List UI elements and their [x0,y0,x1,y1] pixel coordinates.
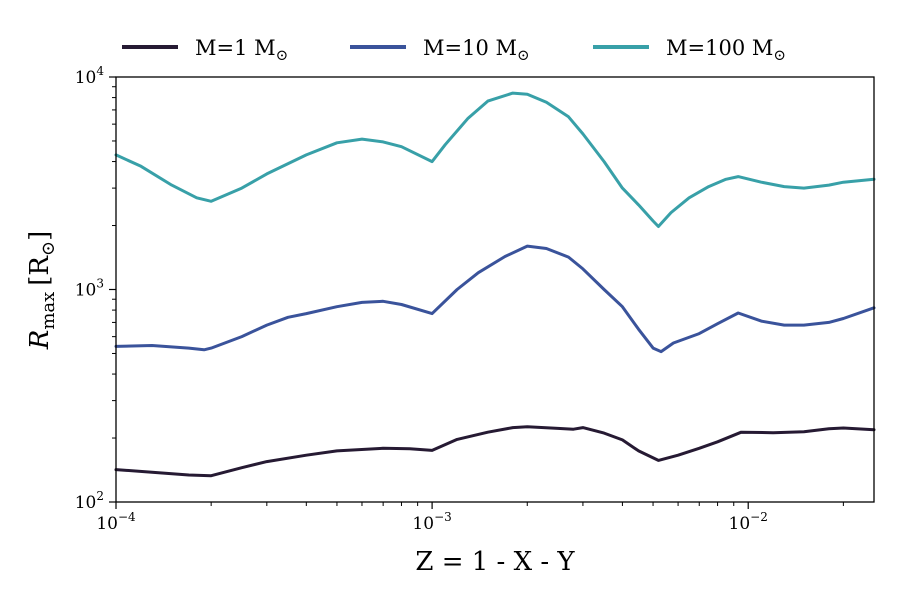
legend-entry-m1: M=1 M⊙ [122,36,288,64]
series-layer [114,91,876,478]
legend: M=1 M⊙ M=10 M⊙ M=100 M⊙ [122,36,786,64]
legend-label-m10: M=10 M⊙ [423,36,530,64]
legend-entry-m100: M=100 M⊙ [593,36,786,64]
y-tick-label: 104 [75,64,105,88]
legend-label-m1: M=1 M⊙ [195,36,288,64]
series-line-m10 [114,244,876,354]
x-tick-label: 10−4 [96,510,136,534]
x-tick-label: 10−3 [412,510,451,534]
legend-entry-m10: M=10 M⊙ [350,36,530,64]
y-tick-label: 102 [75,489,104,513]
plot-frame [115,76,875,503]
y-axis-label: Rmax[R⊙] [25,231,59,351]
legend-label-m100: M=100 M⊙ [666,36,786,64]
x-tick-label: 10−2 [729,510,768,534]
x-axis-label: Z = 1 - X - Y [415,547,575,577]
series-line-m1 [114,425,876,478]
ticks-layer: 10−4 10−3 10−2 102 103 104 [75,64,844,534]
y-tick-label: 103 [75,277,104,301]
series-line-m100 [114,91,876,228]
